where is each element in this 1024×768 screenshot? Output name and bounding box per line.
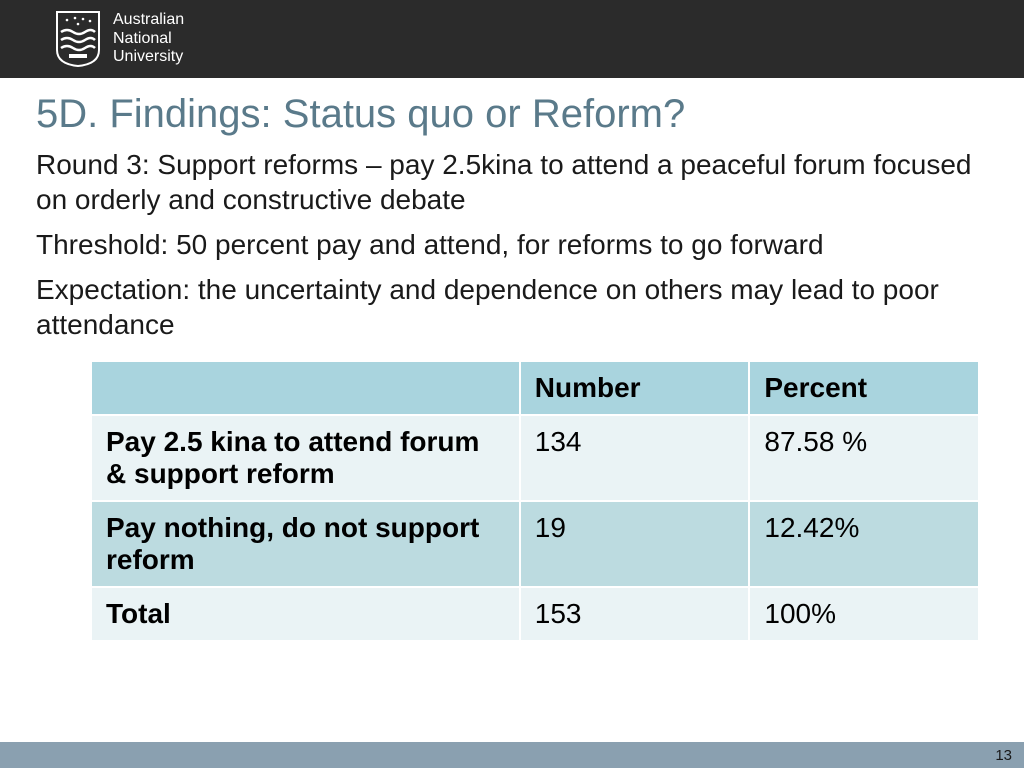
- row-number: 153: [520, 587, 750, 641]
- row-label: Total: [91, 587, 520, 641]
- table-header-cell: Number: [520, 361, 750, 415]
- slide-body: 5D. Findings: Status quo or Reform? Roun…: [0, 78, 1024, 642]
- paragraph: Threshold: 50 percent pay and attend, fo…: [30, 227, 994, 262]
- table-header-row: Number Percent: [91, 361, 979, 415]
- paragraph: Round 3: Support reforms – pay 2.5kina t…: [30, 147, 994, 217]
- slide-title: 5D. Findings: Status quo or Reform?: [30, 92, 994, 137]
- table-row: Pay nothing, do not support reform 19 12…: [91, 501, 979, 587]
- table-row: Pay 2.5 kina to attend forum & support r…: [91, 415, 979, 501]
- table-header-cell: Percent: [749, 361, 979, 415]
- results-table: Number Percent Pay 2.5 kina to attend fo…: [90, 360, 980, 642]
- footer-bar: 13: [0, 742, 1024, 768]
- row-number: 19: [520, 501, 750, 587]
- page-number: 13: [995, 747, 1012, 764]
- header-bar: Australian National University: [0, 0, 1024, 78]
- row-percent: 12.42%: [749, 501, 979, 587]
- row-label: Pay 2.5 kina to attend forum & support r…: [91, 415, 520, 501]
- crest-icon: [55, 10, 101, 68]
- institution-line: National: [113, 30, 184, 48]
- row-percent: 87.58 %: [749, 415, 979, 501]
- institution-name: Australian National University: [113, 11, 184, 66]
- institution-line: University: [113, 48, 184, 66]
- table-header-cell: [91, 361, 520, 415]
- paragraph: Expectation: the uncertainty and depende…: [30, 272, 994, 342]
- row-percent: 100%: [749, 587, 979, 641]
- institution-line: Australian: [113, 11, 184, 29]
- row-label: Pay nothing, do not support reform: [91, 501, 520, 587]
- row-number: 134: [520, 415, 750, 501]
- table-row: Total 153 100%: [91, 587, 979, 641]
- institution-logo: Australian National University: [55, 10, 184, 68]
